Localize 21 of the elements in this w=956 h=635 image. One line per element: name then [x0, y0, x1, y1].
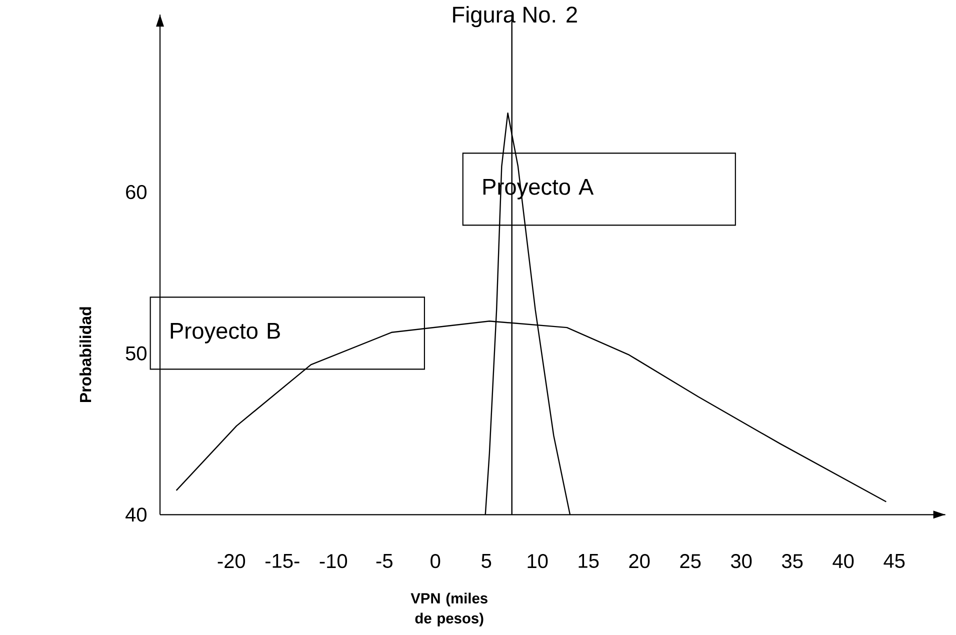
x-tick-label: 0: [430, 554, 440, 568]
x-tick-label: 35: [782, 554, 803, 568]
x-tick-label: -10: [320, 554, 348, 568]
x-tick-label: 20: [629, 554, 650, 568]
x-tick-label: 40: [832, 554, 854, 568]
x-tick-label: 30: [730, 554, 752, 568]
y-axis-title: Probabilidad: [79, 307, 92, 402]
series-label: Proyecto B: [170, 323, 280, 344]
x-tick-label: -15-: [265, 554, 300, 568]
x-tick-label: 5: [482, 554, 492, 568]
chart-title: Figura No. 2: [453, 6, 577, 28]
x-tick-label: 10: [528, 554, 548, 568]
x-tick-label: -20: [218, 554, 246, 568]
x-axis-title: VPN (miles de pesos): [410, 592, 488, 627]
x-tick-label: 25: [680, 554, 701, 568]
y-tick-label: 60: [126, 185, 146, 200]
y-tick-label: 50: [126, 346, 146, 361]
x-tick-label: 15: [578, 554, 599, 568]
x-tick-label: -5: [376, 554, 392, 568]
x-tick-label: 45: [884, 554, 905, 568]
y-tick-label: 40: [126, 508, 146, 522]
